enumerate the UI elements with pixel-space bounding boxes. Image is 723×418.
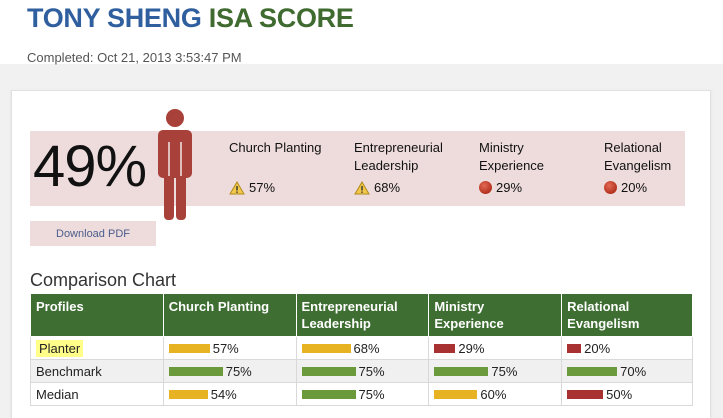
profile-cell: Planter — [30, 336, 164, 360]
score-cell: 75% — [162, 359, 297, 383]
table-row: Median 54% 75% 60% 50% — [30, 382, 693, 406]
overall-score: 49% — [33, 134, 147, 199]
header-relational-evangelism: Relational Evangelism — [561, 293, 693, 337]
category-relational-evangelism-value: 20% — [604, 180, 647, 195]
category-ministry-experience: Ministry Experience — [479, 140, 545, 173]
score-label: 20% — [584, 340, 611, 356]
comparison-table: Profiles Church Planting Entrepreneurial… — [30, 293, 693, 406]
score-bar-wrap: 60% — [434, 387, 556, 402]
page-title: TONY SHENG ISA SCORE — [27, 3, 354, 34]
score-cell: 75% — [295, 359, 430, 383]
score-bar-wrap: 50% — [567, 387, 687, 402]
score-label: 54% — [210, 386, 237, 402]
warning-icon — [229, 180, 245, 194]
category-ministry-experience-value: 29% — [479, 180, 522, 195]
score-bar — [301, 343, 351, 353]
score-cell: 54% — [162, 382, 297, 406]
download-pdf-button[interactable]: Download PDF — [30, 221, 156, 246]
score-bar — [434, 389, 478, 399]
score-cell: 50% — [561, 382, 693, 406]
score-bar — [168, 366, 223, 376]
score-bar — [434, 366, 489, 376]
category-church-planting: Church Planting — [229, 140, 322, 155]
score-bar — [301, 389, 356, 399]
category-value-text: 68% — [374, 180, 401, 195]
score-word: ISA SCORE — [208, 3, 354, 33]
score-label: 29% — [458, 340, 485, 356]
score-bar — [168, 389, 208, 399]
person-name: TONY SHENG — [27, 3, 202, 33]
score-cell: 70% — [561, 359, 693, 383]
red-dot-icon — [479, 181, 492, 194]
warning-icon — [354, 180, 370, 194]
header-ministry-experience: Ministry Experience — [428, 293, 563, 337]
category-church-planting-value: 57% — [229, 180, 275, 195]
score-bar — [168, 343, 210, 353]
score-bar-wrap: 20% — [567, 341, 687, 356]
score-cell: 68% — [295, 336, 430, 360]
score-bar — [434, 343, 456, 353]
score-cell: 75% — [295, 382, 430, 406]
score-bar-wrap: 75% — [301, 386, 424, 402]
score-bar-wrap: 54% — [168, 386, 291, 402]
score-cell: 75% — [428, 359, 563, 383]
score-label: 68% — [353, 340, 380, 356]
score-label: 60% — [480, 386, 507, 402]
score-bar — [567, 343, 582, 353]
score-label: 57% — [212, 340, 239, 356]
header-church-planting: Church Planting — [162, 293, 297, 337]
score-bar-wrap: 75% — [434, 364, 556, 379]
score-label: 75% — [225, 363, 252, 379]
comparison-table-body: Planter 57% 68% 29% 20% Benchmark 75% 75% 75% 70%… — [30, 336, 693, 406]
category-value-text: 20% — [621, 180, 648, 195]
score-label: 75% — [358, 386, 385, 402]
completed-timestamp: Completed: Oct 21, 2013 3:53:47 PM — [27, 50, 242, 65]
header-entrepreneurial-leadership: Entrepreneurial Leadership — [295, 293, 430, 337]
score-bar-wrap: 29% — [434, 341, 556, 356]
score-bar — [567, 389, 604, 399]
score-cell: 20% — [561, 336, 693, 360]
score-bar-wrap: 75% — [301, 363, 424, 379]
score-label: 70% — [620, 363, 647, 379]
score-label: 75% — [358, 363, 385, 379]
score-label: 75% — [491, 363, 518, 379]
profile-name: Planter — [36, 339, 84, 357]
score-bar-wrap: 75% — [168, 363, 291, 379]
table-row: Planter 57% 68% 29% 20% — [30, 336, 693, 360]
red-dot-icon — [604, 181, 617, 194]
category-relational-evangelism: Relational Evangelism — [604, 140, 672, 173]
profile-name: Median — [36, 386, 79, 402]
score-bar — [301, 366, 356, 376]
score-cell: 29% — [428, 336, 563, 360]
score-bar-wrap: 70% — [567, 364, 687, 379]
score-bar-wrap: 57% — [168, 340, 291, 356]
person-icon — [158, 109, 192, 220]
category-entrepreneurial-leadership-value: 68% — [354, 180, 400, 195]
profile-cell: Median — [30, 382, 164, 406]
score-label: 50% — [606, 386, 633, 402]
header-profiles: Profiles — [30, 293, 164, 337]
profile-cell: Benchmark — [30, 359, 164, 383]
page-header: TONY SHENG ISA SCORE Completed: Oct 21, … — [0, 0, 723, 65]
comparison-chart-title: Comparison Chart — [30, 270, 177, 290]
profile-name: Benchmark — [36, 363, 102, 379]
score-bar — [567, 366, 618, 376]
table-header-row: Profiles Church Planting Entrepreneurial… — [30, 293, 693, 337]
category-entrepreneurial-leadership: Entrepreneurial Leadership — [354, 140, 443, 173]
table-row: Benchmark 75% 75% 75% 70% — [30, 359, 693, 383]
score-cell: 60% — [428, 382, 563, 406]
score-cell: 57% — [162, 336, 297, 360]
score-bar-wrap: 68% — [301, 340, 424, 356]
category-value-text: 57% — [249, 180, 276, 195]
category-value-text: 29% — [496, 180, 523, 195]
